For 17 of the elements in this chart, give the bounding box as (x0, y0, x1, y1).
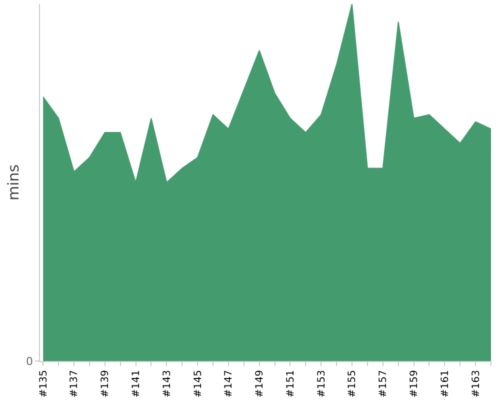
x-tick-label: #145 (192, 370, 204, 398)
text: 0 (26, 355, 33, 368)
x-tick-label: #157 (378, 370, 390, 398)
x-tick-label: #163 (470, 370, 482, 398)
x-tick-label: #137 (69, 370, 80, 398)
x-tick-label: #139 (100, 370, 112, 398)
x-tick-label: #143 (162, 370, 173, 398)
x-tick-label: #135 (38, 370, 50, 398)
y-axis-title: mins (4, 164, 22, 200)
x-tick-label: #153 (316, 370, 328, 398)
x-tick-label: #161 (440, 370, 451, 398)
x-tick-label: #147 (224, 370, 235, 398)
x-tick-label: #141 (131, 370, 142, 398)
x-tick-label: #149 (254, 370, 266, 398)
x-tick-label: #155 (347, 370, 358, 398)
x-tick-label: #159 (409, 370, 420, 398)
x-tick-label: #151 (285, 370, 296, 398)
